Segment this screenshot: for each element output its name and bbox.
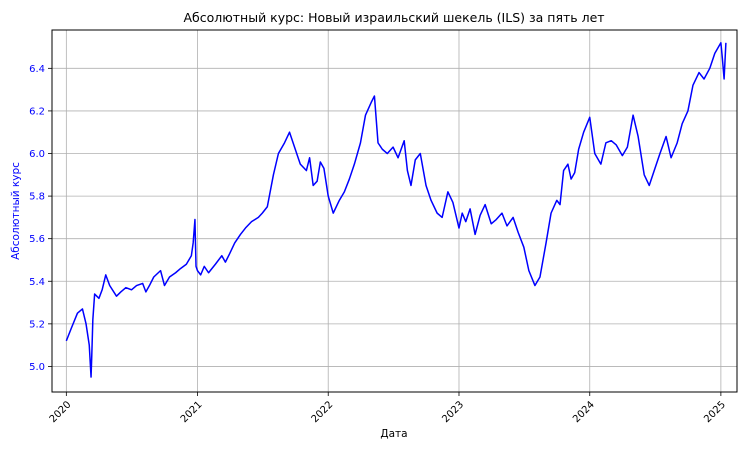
x-tick-label: 2022 <box>310 399 336 425</box>
y-axis-label: Абсолютный курс <box>10 162 22 260</box>
x-tick-label: 2023 <box>440 399 466 425</box>
y-tick-label: 5.4 <box>29 277 45 288</box>
y-tick-label: 5.6 <box>29 234 45 245</box>
plot-frame <box>51 29 738 393</box>
x-tick-label: 2025 <box>702 399 728 425</box>
x-axis-label: Дата <box>380 428 407 440</box>
y-tick-label: 5.0 <box>29 362 45 373</box>
y-axis: 5.0 5.2 5.4 5.6 5.8 6.0 6.2 6.4 <box>29 64 52 373</box>
chart-title: Абсолютный курс: Новый израильский шекел… <box>183 10 604 25</box>
x-axis: 2020 2021 2022 2023 2024 2025 <box>48 392 728 425</box>
series-layer <box>65 42 727 378</box>
y-tick-label: 6.2 <box>29 106 45 117</box>
x-tick-label: 2021 <box>179 399 205 425</box>
y-tick-label: 5.2 <box>29 319 45 330</box>
y-tick-label: 6.0 <box>29 149 45 160</box>
grid <box>52 30 737 392</box>
y-tick-label: 5.8 <box>29 192 45 203</box>
x-tick-label: 2024 <box>571 399 597 425</box>
x-tick-label: 2020 <box>48 399 74 425</box>
y-tick-label: 6.4 <box>29 64 45 75</box>
series-line-0 <box>65 42 727 378</box>
